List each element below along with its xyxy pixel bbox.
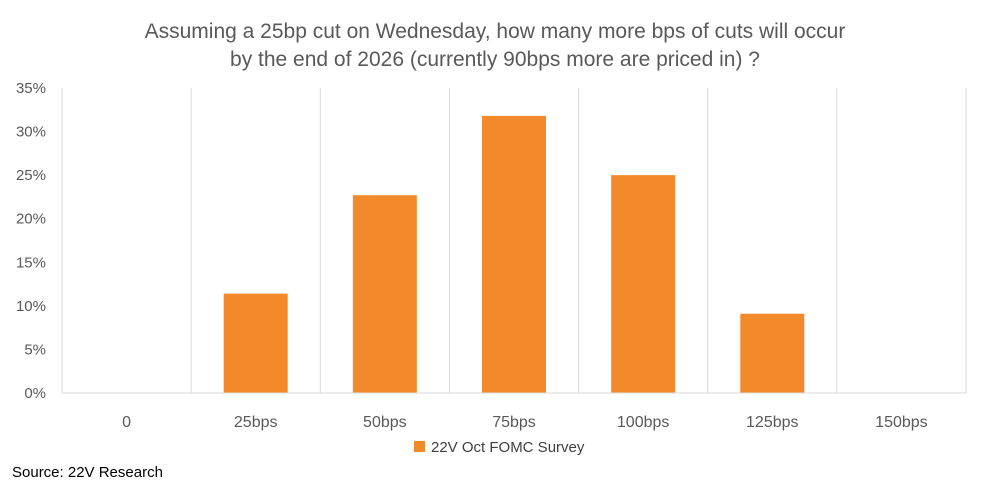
y-tick-label: 5% bbox=[24, 341, 46, 358]
y-tick-label: 30% bbox=[16, 124, 46, 141]
y-tick-label: 35% bbox=[16, 80, 46, 97]
y-tick-label: 10% bbox=[16, 298, 46, 315]
bar-100bps bbox=[611, 175, 676, 393]
x-tick-label: 100bps bbox=[617, 414, 670, 431]
chart-title: Assuming a 25bp cut on Wednesday, how ma… bbox=[145, 20, 846, 71]
y-tick-label: 15% bbox=[16, 254, 46, 271]
bars bbox=[223, 115, 805, 393]
legend-label: 22V Oct FOMC Survey bbox=[431, 439, 585, 456]
y-tick-label: 0% bbox=[24, 385, 46, 402]
x-axis: 0 25bps 50bps 75bps 100bps 125bps 150bps bbox=[62, 392, 966, 431]
x-tick-label: 125bps bbox=[746, 414, 799, 431]
chart-title-line: by the end of 2026 (currently 90bps more… bbox=[230, 48, 760, 71]
x-tick-label: 0 bbox=[122, 414, 131, 431]
x-tick-label: 150bps bbox=[875, 414, 928, 431]
x-tick-label: 50bps bbox=[363, 414, 407, 431]
y-tick-label: 25% bbox=[16, 167, 46, 184]
y-axis: 0% 5% 10% 15% 20% 25% 30% 35% bbox=[16, 80, 46, 402]
gridlines bbox=[61, 88, 967, 393]
x-tick-label: 25bps bbox=[234, 414, 278, 431]
legend-swatch bbox=[414, 441, 425, 452]
legend: 22V Oct FOMC Survey bbox=[414, 439, 585, 456]
bar-50bps bbox=[352, 195, 417, 393]
y-tick-label: 20% bbox=[16, 211, 46, 228]
chart-title-line: Assuming a 25bp cut on Wednesday, how ma… bbox=[145, 20, 846, 43]
bar-75bps bbox=[482, 115, 546, 393]
x-tick-label: 75bps bbox=[492, 414, 536, 431]
bar-25bps bbox=[223, 293, 288, 393]
source-note: Source: 22V Research bbox=[12, 464, 163, 481]
bar-125bps bbox=[740, 313, 805, 393]
